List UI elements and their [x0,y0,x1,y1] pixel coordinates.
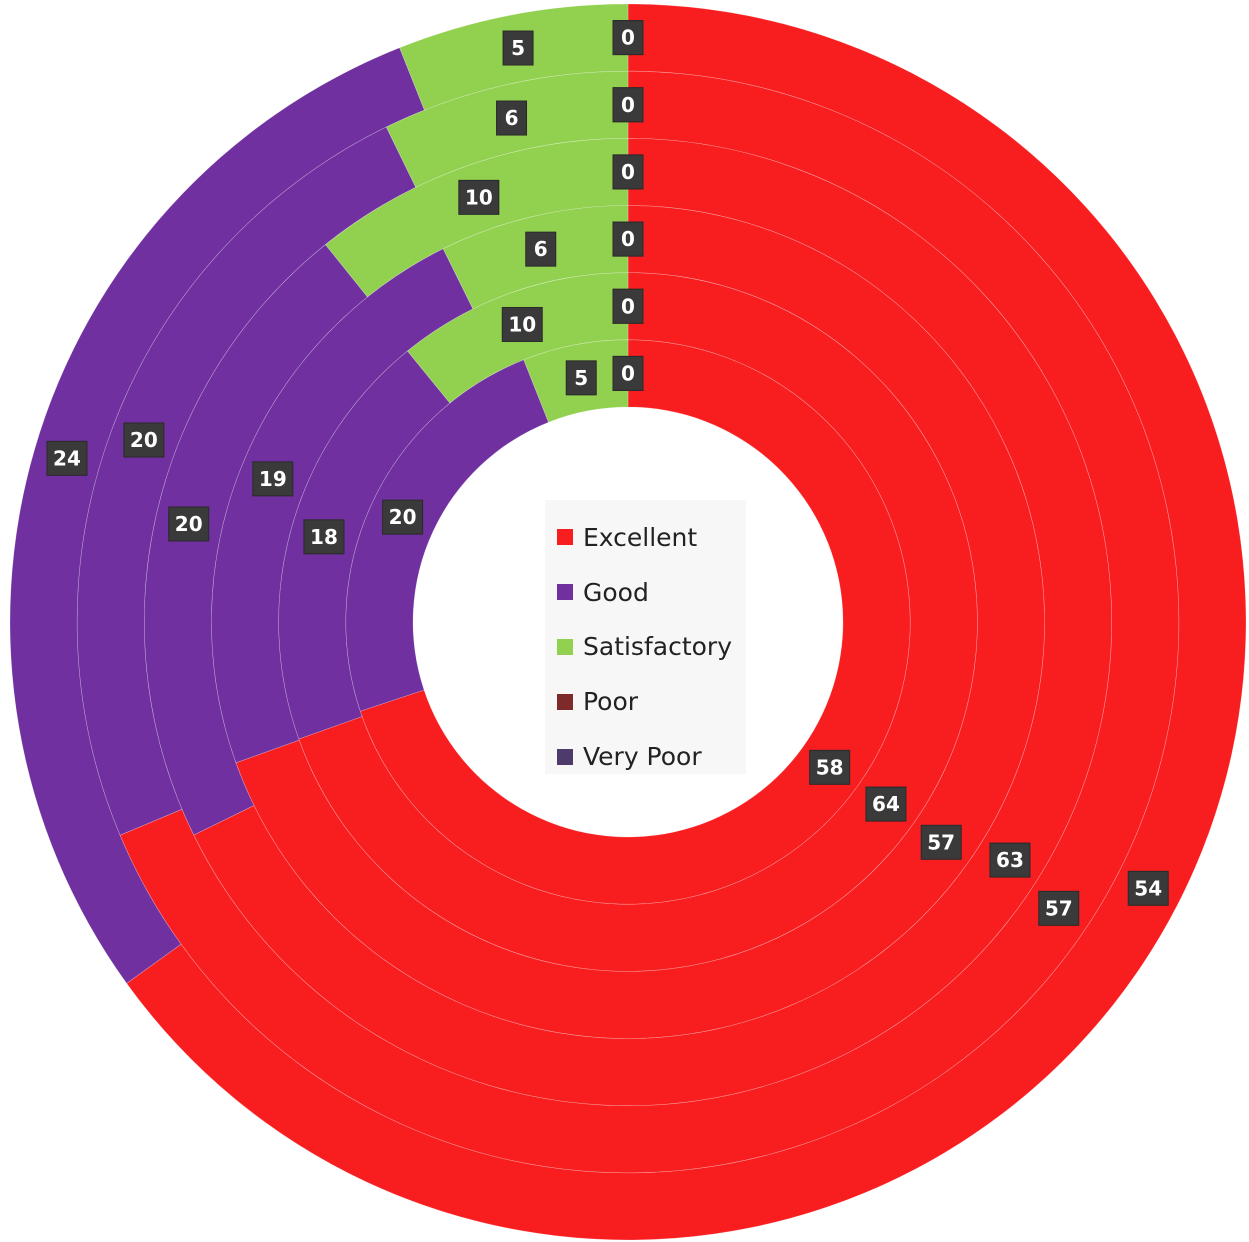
legend-swatch-very-poor [557,748,573,765]
svg-text:19: 19 [259,467,287,491]
svg-text:0: 0 [621,227,635,251]
data-label-ring-3-good: 20 [168,506,210,542]
legend-label-poor: Poor [583,687,639,717]
chart-data-labels: 5424500572060063201000571960064181000582… [46,20,1169,926]
segment-ring-6-good [345,359,549,712]
data-label-ring-1-very-poor: 0 [612,20,644,56]
data-label-ring-6-satisfactory: 5 [565,360,597,396]
svg-text:58: 58 [816,755,844,779]
legend-swatch-satisfactory [557,638,573,655]
svg-text:63: 63 [996,848,1024,872]
svg-text:5: 5 [511,36,525,60]
data-label-ring-1-good: 24 [46,440,88,476]
data-label-ring-4-good: 19 [252,461,294,497]
data-label-ring-2-very-poor: 0 [612,87,644,123]
data-label-ring-6-good: 20 [382,499,424,535]
legend-item-poor: Poor [545,674,746,729]
svg-text:0: 0 [621,26,635,50]
data-label-ring-5-satisfactory: 10 [501,306,543,342]
svg-text:20: 20 [130,428,158,452]
legend-label-very-poor: Very Poor [583,742,702,772]
data-label-ring-4-very-poor: 0 [612,221,644,257]
legend-label-good: Good [583,577,649,607]
svg-text:0: 0 [621,160,635,184]
svg-text:0: 0 [621,294,635,318]
data-label-ring-2-excellent: 57 [1038,890,1080,926]
svg-text:20: 20 [389,505,417,529]
svg-text:57: 57 [927,830,955,854]
legend-label-excellent: Excellent [583,522,698,552]
data-label-ring-5-very-poor: 0 [612,288,644,324]
data-label-ring-5-excellent: 64 [865,786,907,822]
legend-item-satisfactory: Satisfactory [545,620,746,675]
svg-text:0: 0 [621,93,635,117]
data-label-ring-1-excellent: 54 [1127,870,1169,906]
legend-label-satisfactory: Satisfactory [583,632,732,662]
legend-item-very-poor: Very Poor [545,729,746,784]
segment-ring-6-excellent [359,339,911,905]
chart-segments [9,3,1247,1241]
data-label-ring-2-good: 20 [123,422,165,458]
svg-text:54: 54 [1134,876,1162,900]
svg-text:64: 64 [872,792,900,816]
data-label-ring-6-excellent: 58 [809,749,851,785]
data-label-ring-3-satisfactory: 10 [458,179,500,215]
data-label-ring-2-satisfactory: 6 [496,100,528,136]
data-label-ring-3-very-poor: 0 [612,154,644,190]
svg-text:24: 24 [53,446,81,470]
legend-item-good: Good [545,565,746,620]
data-label-ring-3-excellent: 63 [989,842,1031,878]
legend-item-excellent: Excellent [545,510,746,565]
legend-swatch-good [557,584,573,601]
svg-text:0: 0 [621,361,635,385]
data-label-ring-6-very-poor: 0 [612,355,644,391]
svg-text:5: 5 [574,366,588,390]
svg-text:57: 57 [1045,896,1073,920]
svg-text:10: 10 [508,312,536,336]
data-label-ring-1-satisfactory: 5 [502,30,534,66]
legend-swatch-excellent [557,529,573,546]
legend-swatch-poor [557,693,573,710]
data-label-ring-4-satisfactory: 6 [525,231,557,267]
svg-text:20: 20 [175,512,203,536]
chart-legend: Excellent Good Satisfactory Poor Very Po… [545,500,746,774]
data-label-ring-5-good: 18 [303,519,345,555]
data-label-ring-4-excellent: 57 [920,824,962,860]
svg-text:18: 18 [310,525,338,549]
svg-text:6: 6 [534,237,548,261]
svg-text:6: 6 [505,106,519,130]
svg-text:10: 10 [465,185,493,209]
